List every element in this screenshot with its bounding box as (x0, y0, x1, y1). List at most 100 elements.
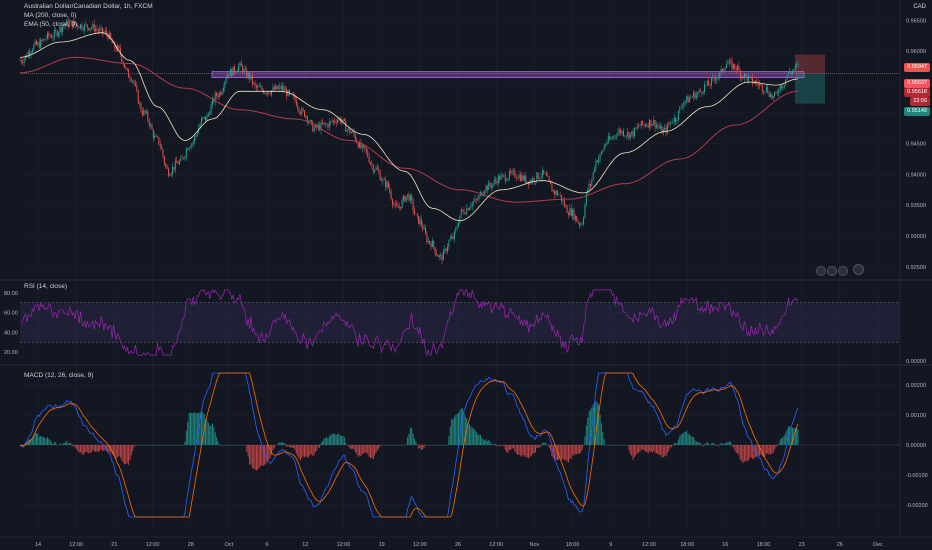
candle-body (284, 89, 286, 91)
candle-body (240, 62, 242, 66)
candle-body (294, 95, 296, 100)
rsi-tick-label: 60.00 (4, 311, 18, 317)
macd-histogram-bar (796, 428, 798, 445)
macd-histogram-bar (537, 445, 539, 448)
macd-histogram-bar (86, 445, 88, 453)
candle-body (749, 76, 751, 77)
macd-histogram-bar (316, 445, 318, 451)
symbol-title[interactable]: Australian Dollar/Canadian Dollar, 1h, F… (24, 3, 153, 10)
macd-histogram-bar (330, 434, 332, 445)
rsi-extra-tick-label: 0.00000 (906, 359, 926, 365)
candle-body (147, 111, 149, 120)
macd-histogram-bar (486, 441, 488, 445)
macd-histogram-bar (771, 445, 773, 455)
candle-body (668, 124, 670, 125)
ema50-legend[interactable]: EMA (50, close, 0) (24, 21, 78, 28)
candle-body (680, 107, 682, 108)
candle-body (211, 98, 213, 105)
candle-body (592, 171, 594, 180)
macd-histogram-bar (313, 445, 315, 456)
candle-body (508, 171, 510, 179)
candle-body (324, 123, 326, 125)
pane-menu-icon[interactable] (853, 264, 864, 275)
candle-body (141, 111, 143, 115)
candle-body (119, 47, 121, 55)
candle-body (368, 156, 370, 163)
candle-body (81, 24, 83, 30)
candle-body (165, 163, 167, 167)
candle-body (337, 119, 339, 124)
candle-body (217, 95, 219, 98)
macd-histogram-bar (489, 441, 491, 445)
macd-histogram-bar (41, 436, 43, 445)
macd-histogram-bar (643, 445, 645, 451)
macd-legend[interactable]: MACD (12, 26, close, 9) (24, 372, 94, 379)
macd-histogram-bar (530, 445, 532, 457)
macd-histogram-bar (310, 445, 312, 454)
candle-body (638, 126, 640, 127)
macd-histogram-bar (539, 445, 541, 448)
settings-icon[interactable] (827, 266, 837, 276)
macd-histogram-bar (698, 441, 700, 445)
candle-body (328, 122, 330, 128)
macd-histogram-bar (713, 443, 715, 445)
macd-histogram-bar (342, 435, 344, 445)
candle-body (203, 116, 205, 118)
ema50-path (19, 32, 799, 222)
macd-histogram-bar (293, 445, 295, 449)
candle-body (444, 248, 446, 251)
candle-body (295, 99, 297, 106)
price-tick-label: 0.96500 (906, 18, 926, 24)
alert-icon[interactable] (838, 266, 848, 276)
candle-body (42, 39, 44, 41)
eye-icon[interactable] (816, 266, 826, 276)
candle-body (250, 75, 252, 79)
macd-histogram-bar (73, 445, 75, 447)
macd-histogram-bar (47, 437, 48, 445)
candle-body (298, 108, 300, 113)
candle-body (79, 24, 81, 29)
macd-histogram-bar (257, 445, 259, 470)
candle-body (334, 120, 336, 123)
price-tag-ma: 0.95618 (904, 88, 930, 97)
macd-histogram-bar (53, 442, 55, 445)
candle-body (58, 32, 59, 36)
macd-histogram-bar (680, 434, 682, 445)
resistance-zone[interactable] (211, 71, 805, 78)
position-tool[interactable] (20, 54, 900, 104)
ma200-legend[interactable]: MA (200, close, 0) (24, 12, 77, 19)
candle-body (49, 36, 51, 37)
rsi-legend[interactable]: RSI (14, close) (24, 283, 67, 290)
candle-body (506, 180, 508, 182)
candle-body (224, 81, 226, 88)
macd-histogram-bar (644, 445, 646, 452)
macd-histogram-bar (646, 445, 648, 453)
macd-histogram-bar (541, 443, 543, 445)
macd-histogram-bar (691, 436, 693, 445)
candle-body (183, 157, 185, 159)
time-tick-label: 12:00 (642, 542, 656, 548)
candle-body (754, 80, 756, 83)
candle-body (150, 124, 152, 126)
pane-separators[interactable] (0, 0, 932, 537)
candle-body (467, 208, 469, 211)
rsi-tick-label: 20.00 (4, 350, 18, 356)
candle-body (452, 236, 454, 240)
candle-body (594, 168, 596, 172)
candle-body (173, 167, 175, 170)
candle-body (449, 238, 451, 241)
macd-histogram-bar (515, 445, 517, 454)
candle-body (378, 169, 380, 172)
macd-histogram-bar (554, 445, 556, 461)
time-axis[interactable]: 14 12:00 21 12:00 28 Oct 6 12 12:00 19 12:00 26 12:0… (0, 536, 932, 548)
macd-histogram-bar (255, 445, 257, 471)
candle-body (382, 179, 384, 181)
macd-histogram-bar (475, 431, 477, 445)
candle-body (286, 89, 288, 97)
macd-histogram-bar (415, 441, 417, 445)
candle-body (178, 160, 180, 165)
candle-body (216, 93, 218, 96)
candle-body (401, 199, 403, 209)
macd-histogram-bar (422, 445, 424, 450)
